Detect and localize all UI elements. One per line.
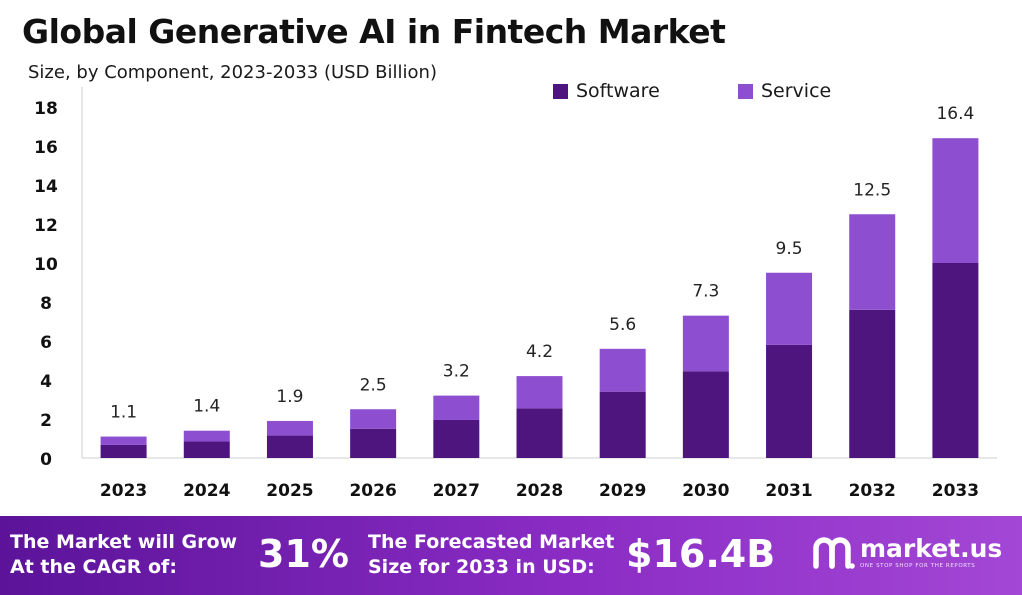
forecast-value: $16.4B xyxy=(626,532,776,576)
bar-segment-software xyxy=(599,391,646,458)
forecast-caption-line2: Size for 2033 in USD: xyxy=(368,556,595,578)
bar-segment-service xyxy=(849,214,896,310)
bar-segment-service xyxy=(682,315,729,372)
y-tick-label: 18 xyxy=(34,99,58,119)
x-tick-label: 2031 xyxy=(765,481,812,501)
legend-label-software: Software xyxy=(576,80,660,102)
x-tick-label: 2026 xyxy=(349,481,396,501)
bar-segment-service xyxy=(932,138,979,263)
bar-segment-software xyxy=(516,408,563,458)
cagr-caption-line1: The Market will Grow xyxy=(10,531,238,553)
bar-total-label: 9.5 xyxy=(776,239,803,259)
legend-swatch-software xyxy=(553,83,568,99)
bar-segment-service xyxy=(599,348,646,392)
y-tick-label: 12 xyxy=(34,216,58,236)
x-tick-label: 2024 xyxy=(183,481,230,501)
legend-item-software: Software xyxy=(553,80,660,102)
y-tick-label: 16 xyxy=(34,138,58,158)
bar-segment-software xyxy=(266,435,313,458)
y-tick-label: 10 xyxy=(34,255,58,275)
bar-total-label: 4.2 xyxy=(526,342,553,362)
bar-segment-software xyxy=(849,309,896,458)
bar-segment-software xyxy=(100,444,147,458)
chart-subtitle: Size, by Component, 2023-2033 (USD Billi… xyxy=(28,62,437,83)
y-tick-label: 6 xyxy=(40,333,52,353)
bar-segment-service xyxy=(183,430,230,442)
market-us-logo-icon xyxy=(813,537,855,569)
cagr-caption-line2: At the CAGR of: xyxy=(10,556,177,578)
forecast-caption-line1: The Forecasted Market xyxy=(368,531,615,553)
bar-segment-service xyxy=(100,436,147,445)
bar-segment-service xyxy=(433,395,480,420)
x-tick-label: 2029 xyxy=(599,481,646,501)
legend-swatch-service xyxy=(738,83,753,99)
bar-segment-service xyxy=(266,420,313,436)
x-tick-label: 2028 xyxy=(516,481,563,501)
bar-segment-service xyxy=(766,272,813,345)
bar-segment-service xyxy=(350,409,397,429)
brand-logo: market.us ONE STOP SHOP FOR THE REPORTS xyxy=(812,532,1002,572)
x-tick-label: 2025 xyxy=(266,481,313,501)
bar-segment-software xyxy=(350,428,397,458)
legend-label-service: Service xyxy=(761,80,832,102)
y-tick-label: 4 xyxy=(40,372,52,392)
bar-segment-software xyxy=(766,344,813,458)
bar-total-label: 1.9 xyxy=(276,387,303,407)
y-tick-label: 2 xyxy=(40,411,52,431)
chart-legend: Software Service xyxy=(0,80,1022,106)
bar-total-label: 1.4 xyxy=(193,397,220,417)
chart-title: Global Generative AI in Fintech Market xyxy=(22,12,726,51)
x-tick-label: 2027 xyxy=(433,481,480,501)
bar-segment-software xyxy=(183,441,230,458)
brand-tagline: ONE STOP SHOP FOR THE REPORTS xyxy=(860,563,976,569)
x-tick-label: 2030 xyxy=(682,481,729,501)
bar-total-label: 7.3 xyxy=(692,282,719,302)
bar-total-label: 2.5 xyxy=(360,375,387,395)
footer-banner: The Market will Grow At the CAGR of: 31%… xyxy=(0,516,1022,595)
brand-name: market.us xyxy=(860,534,1003,563)
y-tick-label: 14 xyxy=(34,177,58,197)
legend-item-service: Service xyxy=(738,80,831,102)
y-tick-label: 8 xyxy=(40,294,52,314)
x-tick-label: 2033 xyxy=(932,481,979,501)
forecast-caption: The Forecasted Market Size for 2033 in U… xyxy=(368,530,614,580)
bar-segment-software xyxy=(682,371,729,458)
x-tick-label: 2023 xyxy=(100,481,147,501)
bar-segment-software xyxy=(433,419,480,458)
bar-total-label: 16.4 xyxy=(936,104,974,124)
bar-segment-software xyxy=(932,263,979,458)
bar-total-label: 12.5 xyxy=(853,180,891,200)
stacked-bar-chart: 0 2 4 6 8 10 12 14 16 18 1.1 2023 1.4 2024 1.9 2025 2.5 2… xyxy=(34,87,997,501)
cagr-value: 31% xyxy=(258,532,349,576)
bar-segment-service xyxy=(516,376,563,409)
bar-total-label: 5.6 xyxy=(609,315,636,335)
x-tick-label: 2032 xyxy=(849,481,896,501)
bar-total-label: 1.1 xyxy=(110,403,137,423)
bar-total-label: 3.2 xyxy=(443,362,470,382)
cagr-caption: The Market will Grow At the CAGR of: xyxy=(10,530,237,580)
y-tick-label: 0 xyxy=(40,450,52,470)
